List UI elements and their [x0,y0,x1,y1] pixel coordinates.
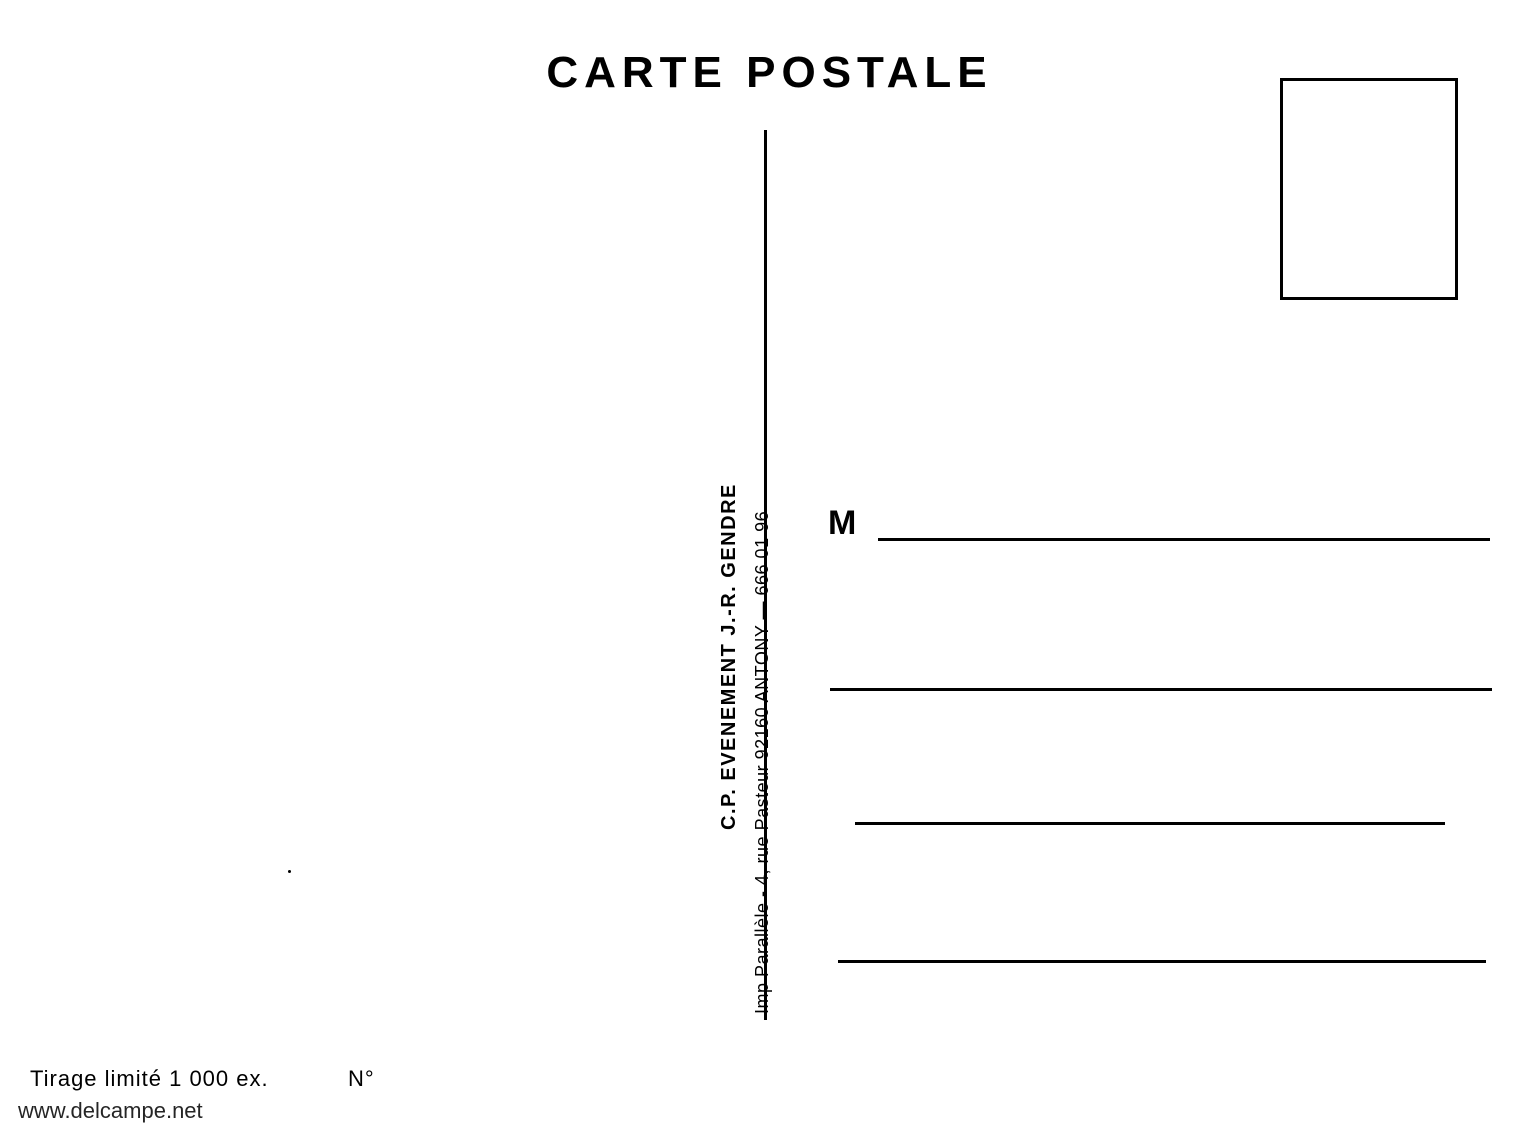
postcard-title: CARTE POSTALE [546,48,992,98]
printer-line: Imp Parallèle - 4, rue Pasteur 92160 ANT… [752,511,773,1014]
watermark: www.delcampe.net [18,1098,203,1124]
addressee-prefix: M [828,504,856,543]
tirage-number-label: N° [348,1066,375,1092]
address-line-4 [838,960,1486,963]
stamp-box [1280,78,1458,300]
postcard-back: CARTE POSTALE C.P. EVENEMENT J.-R. GENDR… [0,0,1539,1132]
tirage-label: Tirage limité 1 000 ex. [30,1066,269,1092]
address-line-1 [878,538,1490,541]
publisher-line: C.P. EVENEMENT J.-R. GENDRE [718,483,741,830]
speck [288,870,291,873]
address-line-2 [830,688,1492,691]
address-line-3 [855,822,1445,825]
